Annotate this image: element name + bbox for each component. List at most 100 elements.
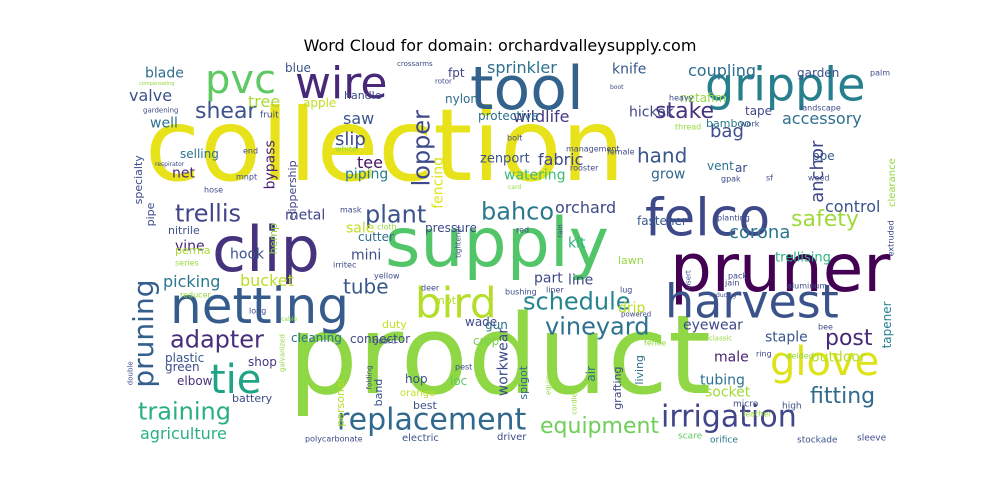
word-grafting: grafting [611, 367, 624, 410]
word-vineyard: vineyard [545, 313, 649, 341]
word-tube: tube [343, 274, 389, 298]
word-mnpt: mnpt [236, 173, 257, 182]
word-pruner: pruner [670, 230, 891, 307]
word-corona: corona [729, 222, 790, 243]
word-bucket: bucket [240, 271, 294, 290]
word-personal: personal [334, 379, 347, 427]
word-ring: ring [756, 350, 772, 359]
word-tie: tie [210, 357, 261, 403]
word-extruded: extruded [887, 220, 895, 256]
word-tubing: tubing [700, 372, 745, 388]
word-nylon: nylon [445, 92, 478, 106]
word-galvanized: galvanized [279, 334, 287, 372]
word-driver: driver [497, 432, 527, 443]
word-netting: netting [170, 277, 349, 335]
word-ppe: ppe [812, 149, 835, 163]
word-hemp: hemp [267, 223, 280, 254]
word-palm: palm [870, 69, 890, 78]
word-pest: pest [455, 363, 472, 372]
word-schedule: schedule [523, 288, 631, 316]
word-supply: supply [385, 204, 609, 283]
word-glove: glove [770, 339, 879, 385]
word-wire: wire [295, 60, 387, 109]
word-high: high [782, 401, 802, 411]
word-bee: bee [818, 323, 833, 332]
word-aluminum: aluminum [787, 282, 827, 291]
word-netafim: netafim [680, 91, 726, 105]
word-orange: orange [400, 388, 435, 399]
word-red: red [516, 226, 529, 235]
word-sprinkler: sprinkler [487, 60, 557, 77]
word-fitting: fitting [810, 384, 875, 409]
word-staple: staple [765, 329, 808, 345]
word-apple: apple [303, 96, 336, 110]
word-boot: boot [610, 84, 624, 91]
word-stake: stake [655, 99, 714, 124]
word-picking: picking [163, 272, 220, 291]
word-zenport: zenport [480, 152, 530, 167]
word-clippership: clippership [286, 160, 299, 220]
word-crossarms: crossarms [397, 60, 433, 68]
word-tree: tree [248, 92, 280, 111]
word-classic: classic [709, 335, 732, 343]
chart-title: Word Cloud for domain: orchardvalleysupp… [303, 36, 697, 55]
word-cloud: collection product supply clip pruner tool fel… [125, 60, 895, 445]
word-card: card [508, 184, 521, 191]
word-training: training [138, 398, 231, 426]
word-protective: protective [478, 109, 539, 123]
word-polycarbonate: polycarbonate [305, 435, 363, 444]
word-cable: cable [281, 316, 297, 323]
word-watering: watering [504, 167, 566, 183]
word-adapter: adapter [170, 326, 264, 354]
word-leather: leather [743, 410, 772, 419]
word-band: band [372, 379, 385, 407]
word-reducing: reducing [710, 292, 736, 299]
word-well: well [150, 115, 178, 131]
word-lawn: lawn [618, 254, 644, 267]
word-knife: knife [612, 61, 646, 77]
word-piping: piping [345, 166, 388, 182]
word-weed: weed [808, 174, 829, 183]
word-powered: powered [621, 311, 651, 319]
word-rotor: rotor [435, 78, 452, 86]
word-bahco: bahco [481, 198, 554, 226]
word-fence: fence [644, 339, 666, 348]
word-ar: ar [735, 161, 747, 175]
word-insert: insert [685, 270, 693, 290]
word-saw: saw [343, 109, 374, 128]
word-selling: selling [180, 147, 219, 161]
word-cordless: cordless [571, 385, 579, 414]
word-thread: thread [675, 123, 701, 132]
word-air: air [584, 366, 598, 382]
word-reducer: reducer [180, 291, 212, 300]
word-hose: hose [204, 186, 223, 195]
word-harvest: harvest [665, 275, 839, 329]
word-planting: planting [717, 214, 750, 223]
word-grow: grow [651, 166, 685, 182]
word-scare: scare [678, 431, 703, 441]
word-shop: shop [248, 355, 277, 369]
word-agriculture: agriculture [140, 424, 227, 443]
word-control: control [825, 197, 880, 216]
word-nitrile: nitrile [168, 224, 200, 237]
word-specialty: specialty [132, 155, 145, 205]
word-spigot: spigot [517, 365, 530, 399]
word-gardening: gardening [143, 107, 179, 115]
word-pipe: pipe [144, 202, 157, 226]
word-jain: jain [724, 279, 739, 288]
word-fencing: fencing [430, 157, 446, 209]
word-vine: vine [175, 238, 205, 254]
word-male: male [714, 349, 749, 365]
word-pack: pack [728, 272, 747, 281]
word-hook: hook [230, 246, 265, 262]
word-eyewear: eyewear [683, 317, 743, 333]
word-bushing: bushing [505, 288, 537, 297]
word-irrigation: irrigation [661, 400, 797, 435]
word-plant: plant [365, 201, 426, 229]
word-wade: wade [465, 315, 497, 329]
word-series: series [175, 259, 199, 268]
word-tee: tee [357, 153, 383, 172]
word-hand: hand [637, 143, 687, 167]
word-fastener: fastener [637, 214, 687, 228]
word-stockade: stockade [797, 435, 838, 445]
